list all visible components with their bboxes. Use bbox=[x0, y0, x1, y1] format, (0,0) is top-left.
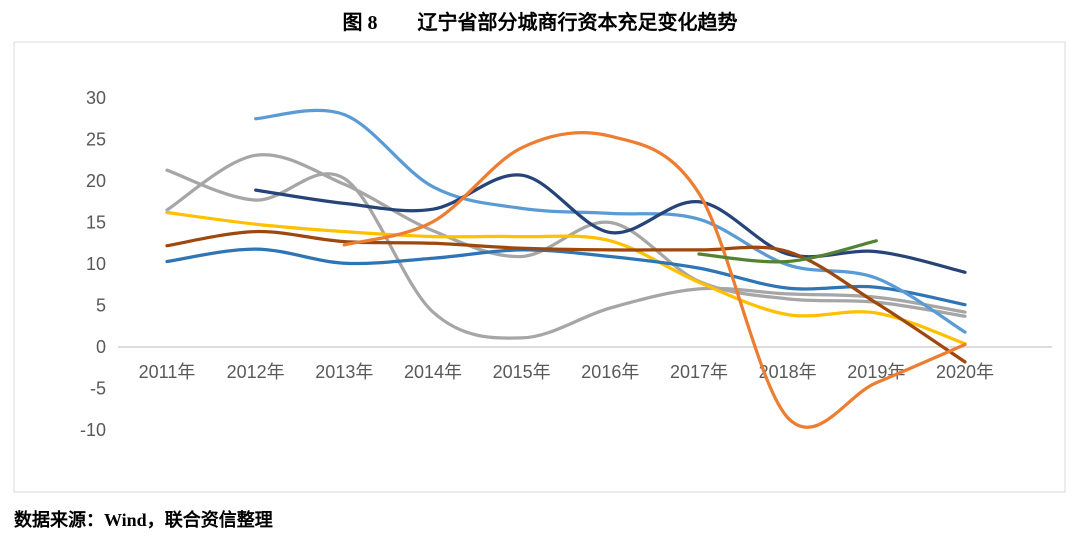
x-tick-label: 2017年 bbox=[670, 362, 728, 382]
source-caption: 数据来源：Wind，联合资信整理 bbox=[14, 510, 273, 530]
y-tick-label: -5 bbox=[90, 379, 106, 399]
series-green-line bbox=[697, 239, 878, 264]
y-tick-label: 20 bbox=[86, 171, 106, 191]
series-navy-line bbox=[254, 173, 967, 274]
x-tick-label: 2018年 bbox=[759, 362, 817, 382]
y-tick-label: 30 bbox=[86, 88, 106, 108]
x-tick-label: 2019年 bbox=[847, 362, 905, 382]
chart-title: 图 8 辽宁省部分城商行资本充足变化趋势 bbox=[342, 12, 738, 34]
x-tick-label: 2020年 bbox=[936, 362, 994, 382]
x-tick-label: 2014年 bbox=[404, 362, 462, 382]
x-tick-label: 2011年 bbox=[139, 362, 196, 382]
y-tick-label: 15 bbox=[86, 213, 106, 233]
y-tick-label: -10 bbox=[80, 420, 106, 440]
y-tick-label: 25 bbox=[86, 130, 106, 150]
series-gray-b-line bbox=[165, 153, 967, 318]
x-tick-label: 2015年 bbox=[493, 362, 551, 382]
series-orange-line bbox=[342, 131, 967, 429]
series-brown-line bbox=[165, 229, 967, 364]
y-tick-label: 5 bbox=[96, 296, 106, 316]
y-tick-label: 0 bbox=[96, 337, 106, 357]
series-gold-line bbox=[165, 210, 967, 346]
series-light-blue-line bbox=[254, 108, 967, 334]
series-steel-blue-line bbox=[165, 247, 967, 307]
x-tick-label: 2016年 bbox=[581, 362, 639, 382]
x-tick-label: 2013年 bbox=[315, 362, 373, 382]
series-gray-a-line bbox=[165, 168, 967, 340]
y-tick-label: 10 bbox=[86, 254, 106, 274]
plot-area-border bbox=[13, 41, 1066, 493]
x-tick-label: 2012年 bbox=[227, 362, 285, 382]
